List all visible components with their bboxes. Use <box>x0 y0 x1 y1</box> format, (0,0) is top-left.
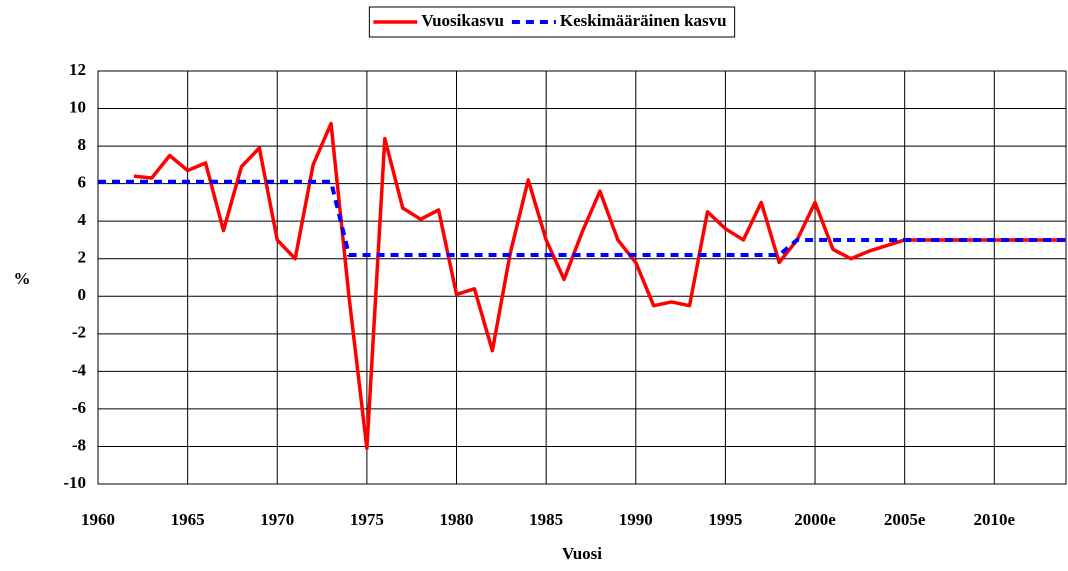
y-tick-label: -2 <box>72 323 86 342</box>
x-tick-label: 1995 <box>708 510 742 529</box>
y-tick-label: 6 <box>78 173 87 192</box>
legend: Vuosikasvu Keskimääräinen kasvu <box>368 6 736 38</box>
x-tick-label: 1975 <box>350 510 384 529</box>
y-tick-label: 12 <box>69 60 86 79</box>
x-tick-label: 1965 <box>171 510 205 529</box>
legend-box <box>368 6 736 38</box>
x-tick-label: 2000e <box>794 510 836 529</box>
y-tick-label: -6 <box>72 398 86 417</box>
y-axis-label: % <box>14 269 31 288</box>
x-tick-label: 1985 <box>529 510 563 529</box>
y-tick-label: -10 <box>63 473 86 492</box>
y-tick-label: 10 <box>69 97 86 116</box>
x-tick-label: 1970 <box>260 510 294 529</box>
legend-label: Keskimääräinen kasvu <box>560 11 727 30</box>
legend-label: Vuosikasvu <box>421 11 504 30</box>
x-tick-label: 1980 <box>440 510 474 529</box>
data-line <box>98 179 1066 257</box>
y-tick-label: 0 <box>78 285 87 304</box>
x-tick-label: 1960 <box>81 510 115 529</box>
y-tick-label: -4 <box>72 360 87 379</box>
data-line <box>133 121 1066 451</box>
x-tick-label: 2005e <box>884 510 926 529</box>
x-axis-label: Vuosi <box>562 544 602 563</box>
x-tick-label: 1990 <box>619 510 653 529</box>
y-tick-label: 4 <box>78 210 87 229</box>
y-tick-label: 8 <box>78 135 87 154</box>
y-tick-label: -8 <box>72 435 86 454</box>
plot-border <box>97 70 1067 485</box>
y-tick-label: 2 <box>78 248 87 267</box>
x-tick-label: 2010e <box>974 510 1016 529</box>
